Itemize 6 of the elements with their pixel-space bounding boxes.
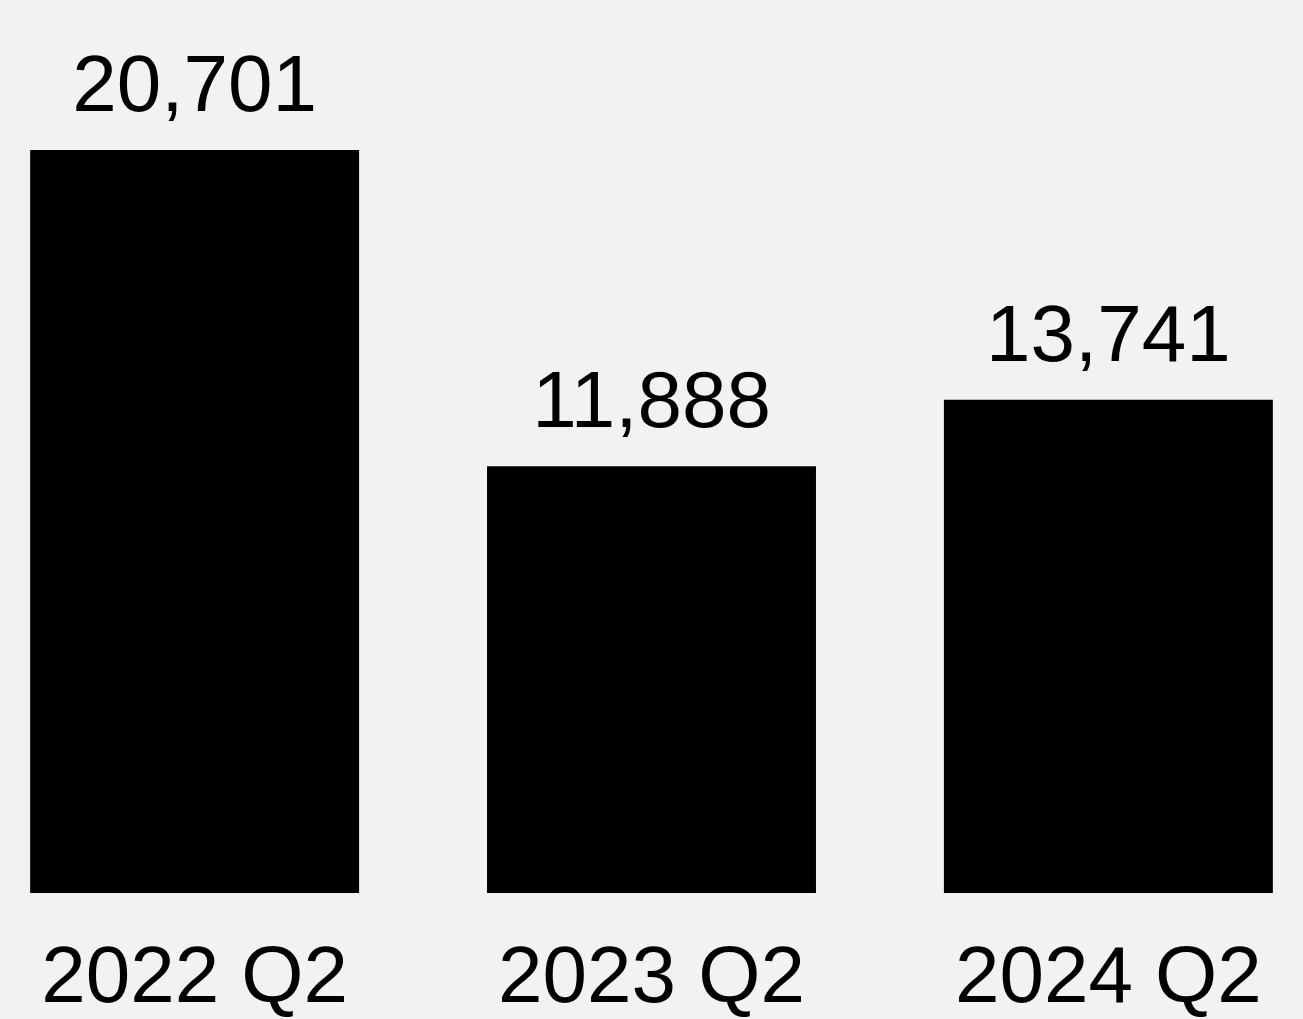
x-tick-label: 2024 Q2 bbox=[954, 929, 1262, 1019]
data-label: 11,888 bbox=[532, 355, 771, 445]
x-tick-label: 2023 Q2 bbox=[498, 929, 805, 1019]
data-label: 13,741 bbox=[986, 288, 1231, 378]
x-tick-label: 2022 Q2 bbox=[41, 929, 349, 1019]
data-label: 20,701 bbox=[72, 39, 317, 128]
